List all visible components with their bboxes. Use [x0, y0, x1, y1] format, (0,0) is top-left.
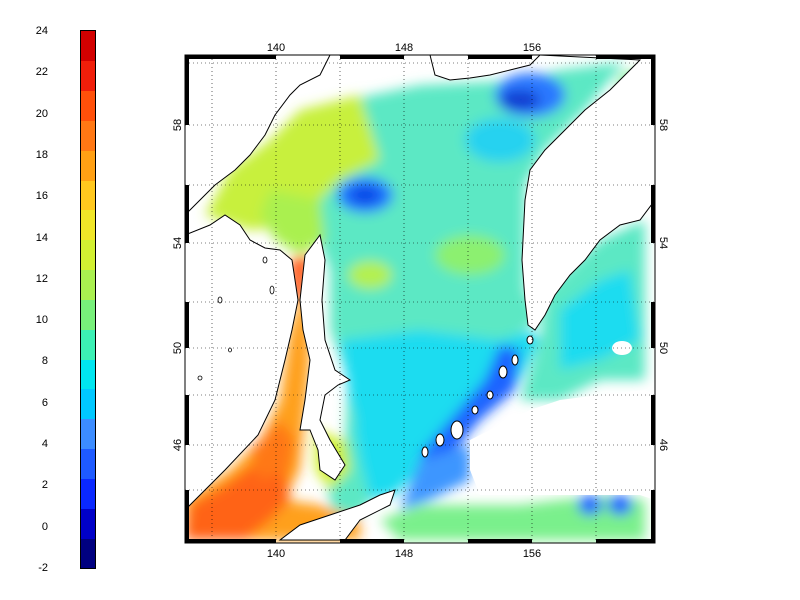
colorbar-tick-label: 14	[35, 231, 48, 244]
colorbar-segment	[81, 269, 95, 300]
kuril-islands	[421, 335, 534, 458]
colorbar-tick-label: 10	[35, 314, 48, 327]
colorbar-segment	[81, 538, 95, 569]
bottom-lon-label: 148	[395, 548, 413, 560]
colorbar-tick-label: 8	[41, 355, 48, 368]
colorbar-segment	[81, 329, 95, 360]
colorbar-segment	[81, 150, 95, 181]
colorbar-segment	[81, 120, 95, 151]
colorbar-tick-label: 20	[35, 107, 48, 120]
colorbar-segment	[81, 508, 95, 539]
left-lat-label: 50	[172, 342, 184, 354]
colorbar-tick-label: 0	[41, 520, 48, 533]
colorbar	[80, 30, 96, 569]
map-field	[185, 55, 655, 543]
colorbar-segment	[81, 180, 95, 211]
colorbar-segment	[81, 299, 95, 330]
land-mask	[185, 55, 655, 541]
bottom-lon-label: 140	[267, 548, 285, 560]
colorbar-tick-label: -2	[38, 562, 48, 574]
colorbar-segment	[81, 60, 95, 92]
colorbar-segment	[81, 359, 95, 390]
top-lon-label: 156	[523, 42, 541, 54]
colorbar-segment	[81, 90, 95, 121]
top-lon-label: 148	[395, 42, 413, 54]
colorbar-tick-label: 16	[35, 190, 48, 203]
bottom-lon-label: 156	[523, 548, 541, 560]
colorbar-tick-label: 2	[41, 479, 48, 492]
colorbar-tick-label: 22	[35, 66, 48, 79]
right-lat-label: 54	[657, 237, 669, 249]
right-lat-labels: 58 54 50 46	[657, 119, 669, 451]
colorbar-tick-label: 4	[41, 438, 48, 451]
colorbar-segment	[81, 239, 95, 271]
left-lat-labels: 58 54 50 46	[172, 119, 184, 451]
colorbar-tick-label: 18	[35, 148, 48, 161]
colorbar-tick-label: 12	[35, 272, 48, 285]
west-islands	[197, 256, 275, 381]
colorbar-tick-label: 6	[41, 396, 48, 409]
right-lat-label: 58	[657, 119, 669, 131]
graticule	[185, 55, 655, 543]
top-lon-labels: 140 148 156	[267, 42, 541, 54]
colorbar-segment	[81, 478, 95, 509]
colorbar-segment	[81, 448, 95, 479]
left-lat-label: 58	[172, 119, 184, 131]
right-lat-label: 50	[657, 342, 669, 354]
colorbar-tick-labels: 24 22 20 18 16 14 12 10 8 6 4 2 0 -2	[0, 0, 80, 600]
colorbar-segment	[81, 31, 95, 62]
left-lat-label: 54	[172, 237, 184, 249]
bottom-lon-labels: 140 148 156	[267, 548, 541, 560]
colorbar-segment	[81, 418, 95, 450]
top-lon-label: 140	[267, 42, 285, 54]
colorbar-tick-label: 24	[35, 25, 48, 37]
map-frame	[184, 54, 656, 544]
left-lat-label: 46	[172, 439, 184, 451]
colorbar-segment	[81, 210, 95, 241]
colorbar-segment	[81, 389, 95, 420]
right-lat-label: 46	[657, 439, 669, 451]
